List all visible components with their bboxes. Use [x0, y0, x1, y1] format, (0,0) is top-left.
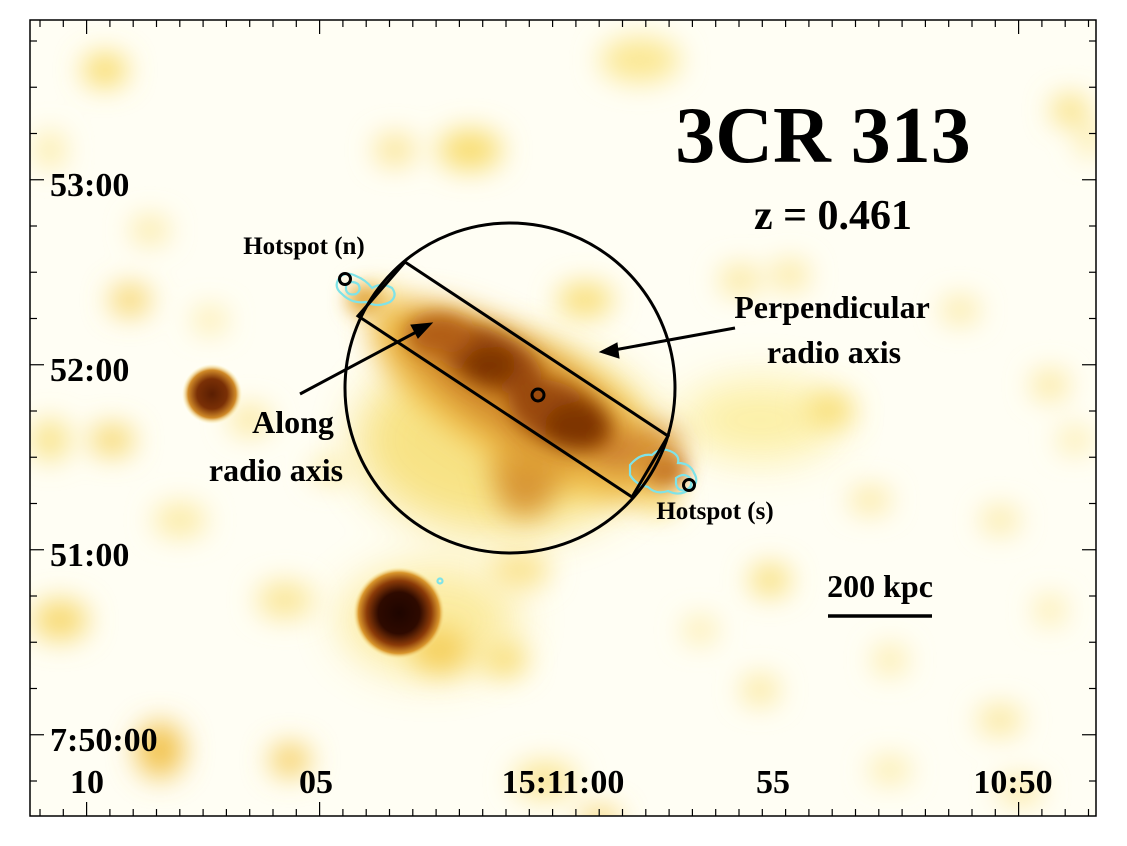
redshift-label: z = 0.461 [754, 193, 912, 239]
radio-contours [335, 272, 698, 585]
along-label-line1: Along [252, 404, 334, 440]
x-tick-label: 10 [70, 764, 104, 801]
plot-frame [29, 19, 1097, 817]
x-tick-label: 15:11:00 [502, 764, 625, 801]
hotspot-s-marker [682, 478, 696, 492]
nucleus-marker [530, 387, 546, 403]
scalebar-label: 200 kpc [827, 568, 933, 604]
perpendicular-label-line2: radio axis [767, 334, 901, 370]
y-tick-label: 53:00 [50, 167, 129, 204]
point-source [353, 567, 445, 659]
xray-emission-map [32, 38, 1096, 816]
annotation-arrows [299, 322, 736, 396]
hotspot-s-label: Hotspot (s) [656, 498, 773, 525]
along-axis-rectangle-region [355, 260, 671, 500]
along-label-line2: radio axis [209, 452, 343, 488]
x-tick-label: 05 [299, 764, 333, 801]
y-tick-label: 51:00 [50, 537, 129, 574]
hotspot-n-label: Hotspot (n) [243, 233, 365, 260]
perpendicular-axis-arrow [613, 326, 736, 352]
hotspot-n-marker [338, 272, 352, 286]
x-tick-label: 55 [756, 764, 790, 801]
circular-region [343, 221, 677, 555]
perpendicular-label-line1: Perpendicular [734, 289, 930, 325]
x-tick-label: 10:50 [973, 764, 1052, 801]
along-axis-arrow [299, 328, 421, 396]
y-tick-label: 52:00 [50, 352, 129, 389]
axis-ticks [30, 20, 1096, 816]
text-labels: 3CR 313 z = 0.461 Hotspot (n) Hotspot (s… [50, 92, 1053, 801]
extraction-regions [338, 221, 696, 555]
point-source [182, 364, 242, 424]
figure-title: 3CR 313 [675, 92, 971, 180]
y-tick-label: 7:50:00 [50, 722, 158, 759]
